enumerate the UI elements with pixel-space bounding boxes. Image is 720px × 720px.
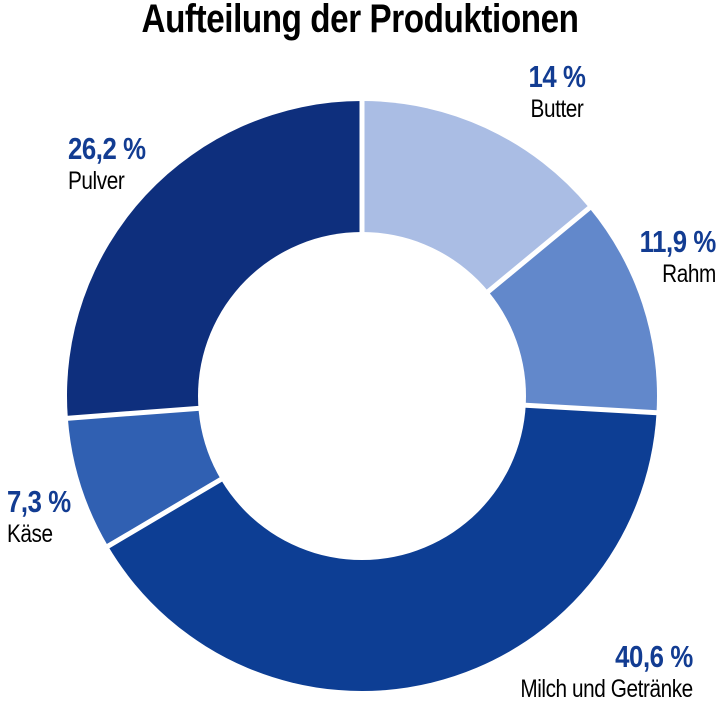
chart-title: Aufteilung der Produktionen: [141, 0, 579, 41]
segment-label-butter: 14 % Butter: [474, 61, 640, 122]
segment-name-rahm: Rahm: [662, 260, 716, 288]
segment-label-rahm: 11,9 % Rahm: [639, 224, 717, 288]
segment-value-kaese: 7,3 %: [7, 484, 71, 519]
segment-value-butter: 14 %: [528, 59, 586, 94]
segment-label-pulver: 26,2 % Pulver: [68, 133, 146, 194]
segment-name-milch: Milch und Getränke: [520, 675, 694, 703]
segment-value-rahm: 11,9 %: [639, 224, 717, 259]
segment-value-milch: 40,6 %: [615, 639, 693, 674]
donut-hole: [198, 232, 526, 560]
segment-value-pulver: 26,2 %: [68, 131, 146, 166]
segment-name-butter: Butter: [530, 95, 584, 123]
segment-label-kaese: 7,3 % Käse: [7, 486, 71, 547]
segment-name-kaese: Käse: [7, 520, 53, 548]
segment-label-milch: 40,6 % Milch und Getränke: [520, 639, 694, 703]
segment-name-pulver: Pulver: [68, 167, 125, 195]
